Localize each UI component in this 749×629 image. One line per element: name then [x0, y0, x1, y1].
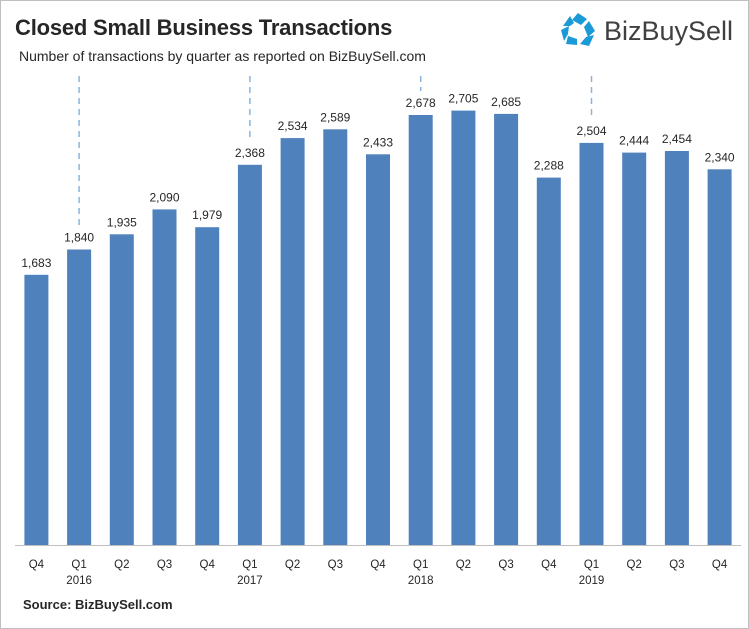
- year-dividers: [78, 76, 593, 226]
- bar: [494, 113, 519, 546]
- bar: [622, 152, 647, 545]
- bar: [366, 154, 390, 546]
- x-tick-label: Q1: [584, 559, 599, 571]
- bar: [664, 151, 689, 545]
- bar: [451, 110, 476, 545]
- x-tick-label: Q3: [157, 559, 172, 571]
- x-tick-label: Q2: [627, 559, 642, 571]
- bar-value-label: 1,683: [21, 256, 51, 270]
- bar: [579, 142, 604, 545]
- x-year-label: 2017: [237, 575, 263, 587]
- bar-value-label: 2,368: [235, 146, 265, 160]
- x-year-label: 2016: [66, 575, 92, 587]
- bar: [24, 274, 49, 545]
- bar: [237, 164, 262, 546]
- bizbuysell-logo: BizBuySell: [558, 11, 738, 53]
- logo-text: BizBuySell: [604, 16, 734, 46]
- x-tick-label: Q4: [200, 559, 216, 571]
- x-tick-label: Q2: [285, 559, 300, 571]
- chart-title: Closed Small Business Transactions: [15, 15, 393, 40]
- bar-value-label: 1,979: [192, 208, 222, 222]
- bar: [536, 177, 561, 545]
- bar-value-label: 2,589: [320, 110, 350, 124]
- bar-value-label: 2,288: [534, 159, 564, 173]
- bar-value-label: 2,678: [406, 96, 436, 110]
- bar-value-labels: 1,683 1,840 1,935 2,090 1,979 2,368 2,534 2,589…: [21, 92, 735, 270]
- bar-value-label: 2,504: [576, 124, 606, 138]
- bar: [152, 209, 177, 545]
- bar-value-label: 2,705: [448, 92, 478, 106]
- x-tick-label: Q1: [242, 559, 257, 571]
- bar-value-label: 2,433: [363, 135, 393, 149]
- bar: [109, 234, 134, 546]
- x-tick-label: Q3: [498, 559, 513, 571]
- chart-subtitle: Number of transactions by quarter as rep…: [19, 48, 426, 64]
- bar-value-label: 2,444: [619, 134, 649, 148]
- x-year-label: 2019: [579, 575, 605, 587]
- bar-value-label: 2,534: [278, 119, 308, 133]
- x-tick-label: Q2: [114, 559, 129, 571]
- x-tick-label: Q4: [541, 559, 557, 571]
- bar: [280, 138, 305, 545]
- bar: [323, 129, 348, 546]
- bar: [195, 227, 220, 545]
- x-tick-label: Q3: [669, 559, 684, 571]
- bar-value-label: 1,935: [107, 215, 137, 229]
- x-tick-label: Q4: [712, 559, 728, 571]
- bar-value-label: 2,090: [149, 190, 179, 204]
- x-tick-label: Q4: [370, 559, 386, 571]
- bar: [707, 169, 732, 546]
- bar-value-label: 2,340: [705, 150, 735, 164]
- x-tick-label: Q1: [71, 559, 86, 571]
- bar-value-label: 1,840: [64, 231, 94, 245]
- bar-value-label: 2,685: [491, 95, 521, 109]
- x-tick-label: Q3: [328, 559, 343, 571]
- source-note: Source: BizBuySell.com: [23, 597, 173, 612]
- x-tick-label: Q1: [413, 559, 428, 571]
- x-year-label: 2018: [408, 575, 434, 587]
- x-tick-label: Q4: [29, 559, 45, 571]
- x-tick-labels: Q4 Q1 2016 Q2 Q3 Q4 Q1 2017 Q2 Q3 Q4 Q1 2018 Q2 Q3 Q4 Q1…: [29, 559, 728, 587]
- bizbuysell-pentagon-icon: [561, 13, 595, 46]
- bar: [408, 115, 433, 545]
- bar: [67, 249, 92, 545]
- x-tick-label: Q2: [456, 559, 471, 571]
- bar-value-label: 2,454: [662, 132, 692, 146]
- bars: [24, 110, 732, 546]
